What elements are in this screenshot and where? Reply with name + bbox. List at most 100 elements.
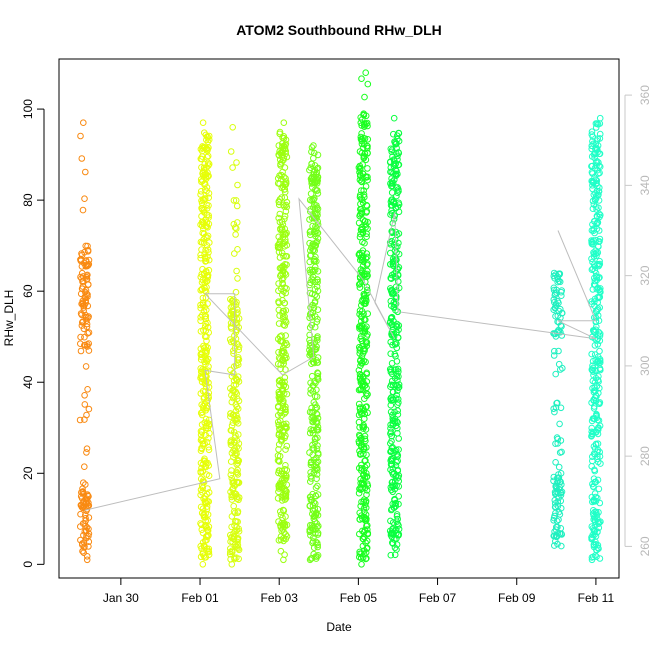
data-point (358, 313, 365, 320)
data-point (596, 384, 603, 392)
data-point (82, 363, 90, 370)
data-point (199, 408, 206, 416)
data-point (233, 322, 240, 329)
data-point (357, 266, 365, 273)
data-point (311, 463, 318, 470)
data-point (279, 404, 287, 412)
data-point (234, 275, 241, 282)
data-point (280, 142, 288, 150)
data-point (360, 480, 368, 488)
data-point (308, 148, 315, 156)
data-point (596, 169, 603, 177)
data-point (281, 263, 288, 271)
data-point (590, 543, 598, 551)
data-point (233, 298, 240, 306)
data-point (393, 458, 400, 466)
data-point (594, 341, 602, 348)
data-point (235, 555, 242, 563)
data-point (552, 370, 560, 378)
data-point (390, 156, 398, 163)
data-point (556, 478, 564, 486)
data-point (357, 502, 365, 510)
data-point (360, 258, 367, 266)
data-point (279, 348, 287, 355)
data-point (314, 458, 322, 466)
data-point (308, 160, 316, 168)
data-point (234, 471, 242, 478)
data-point (312, 171, 320, 178)
data-point (360, 357, 368, 365)
data-point (306, 216, 313, 223)
y-tick-label: 20 (21, 466, 35, 480)
data-point (234, 456, 242, 464)
x-axis-label: Date (326, 620, 352, 634)
data-point (358, 210, 366, 218)
data-point (275, 404, 282, 411)
data-point (314, 268, 322, 275)
data-point (358, 226, 365, 234)
data-point (203, 242, 211, 249)
data-point (551, 503, 559, 511)
data-point (309, 388, 317, 395)
data-point (314, 205, 322, 213)
plot-frame (58, 58, 620, 579)
data-point (596, 238, 603, 245)
data-point (363, 340, 370, 347)
data-point (85, 340, 92, 347)
data-point (593, 337, 600, 344)
data-point (361, 93, 368, 101)
data-point (391, 200, 398, 208)
data-point (276, 128, 284, 136)
data-point (198, 246, 205, 253)
data-point (395, 493, 403, 500)
data-point (306, 258, 314, 266)
data-point (200, 207, 208, 214)
data-point (197, 503, 205, 511)
data-point (356, 148, 364, 155)
data-point (278, 476, 286, 484)
data-point (276, 458, 283, 465)
data-point (362, 497, 370, 505)
data-point (555, 516, 562, 524)
data-point (198, 464, 205, 472)
data-point (355, 164, 363, 171)
data-point (198, 197, 205, 204)
data-point (391, 551, 399, 559)
data-point (78, 269, 86, 277)
data-point (201, 366, 208, 374)
data-point (593, 274, 601, 281)
data-point (230, 311, 237, 319)
data-point (591, 445, 599, 453)
data-point (357, 280, 364, 287)
data-point (307, 164, 315, 171)
data-point (395, 399, 402, 406)
data-point (595, 294, 603, 302)
data-point (275, 421, 283, 429)
data-point (592, 190, 599, 197)
data-point (364, 136, 372, 143)
data-point (594, 476, 602, 484)
data-point (595, 400, 602, 407)
data-point (592, 149, 599, 157)
data-point (230, 508, 238, 515)
data-point (281, 299, 288, 307)
data-point (312, 418, 320, 426)
data-point (355, 219, 363, 227)
data-point (387, 274, 395, 282)
data-point (306, 408, 314, 416)
data-point (276, 397, 283, 404)
data-point (388, 486, 395, 494)
data-point (85, 532, 92, 540)
data-point (356, 284, 364, 291)
data-point (81, 392, 88, 399)
data-point (387, 408, 395, 416)
data-point (589, 265, 597, 273)
data-point (202, 379, 209, 387)
data-point (555, 307, 563, 315)
data-point (201, 440, 208, 448)
data-point (593, 553, 600, 561)
data-point (280, 493, 288, 500)
data-point (79, 547, 86, 555)
data-point (200, 402, 207, 410)
data-point (356, 176, 364, 184)
